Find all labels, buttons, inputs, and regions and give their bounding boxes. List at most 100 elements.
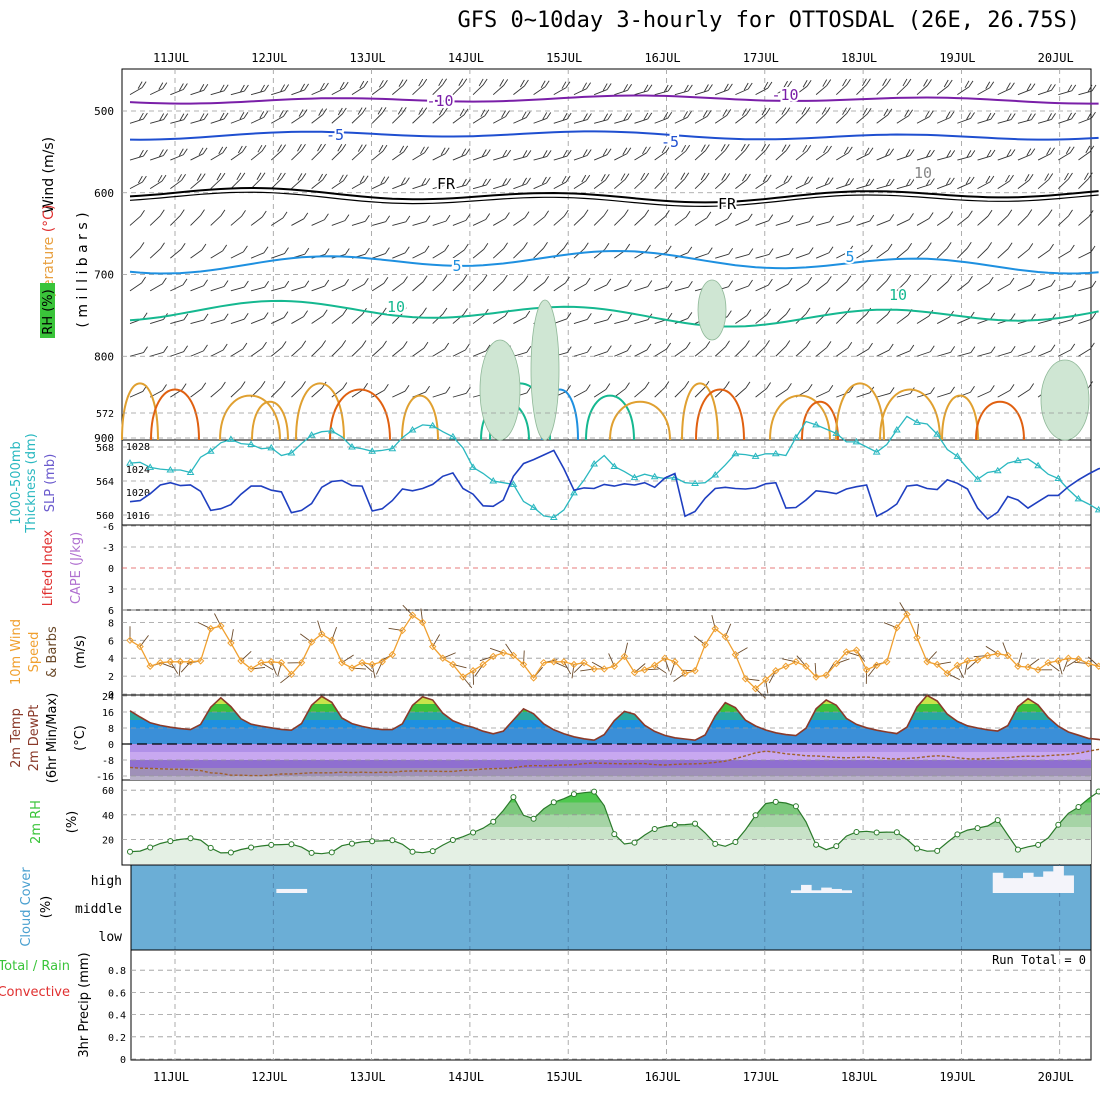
wind-barb-flag [945,111,951,119]
wind-barb [230,90,245,96]
wind-barb-flag [623,113,629,121]
wind-barb-flag [523,275,529,282]
wind-barb-flag [744,143,750,151]
wind-barb-flag [502,149,508,158]
wind-barb-flag [683,84,689,93]
wind-barb-flag [802,144,808,153]
rh-point [792,803,799,810]
wind-barb-flag [620,173,626,181]
wind-barb-flag [281,341,287,348]
wind-barb-flag [1006,113,1012,121]
wind-barb [210,319,225,324]
wind-barb-flag [687,111,692,118]
wind-barb [553,282,566,292]
thickness-point [731,449,740,457]
wind-barb-flag [767,278,773,286]
wind-barb-flag [606,345,612,352]
warm-contour [609,400,671,441]
pressure-tick: 500 [94,105,114,118]
wind-barb-flag [1071,112,1076,120]
wind-barb-flag [986,112,992,121]
wind-barb-flag [1071,84,1077,92]
label-rh: RH (%) [41,289,56,334]
wind-barb-flag [929,110,934,117]
wind-barb [634,178,646,189]
wind-barb [714,149,726,161]
wind-barb-flag [587,346,592,353]
wind-barb-flag [1009,384,1015,391]
wind-barb [836,152,849,161]
wind-barb-flag [745,381,751,389]
wind-barb-flag [300,83,305,92]
wind-barb [210,215,222,226]
date-tick-top: 17JUL [743,51,779,65]
wind-barb [916,218,930,226]
rh-point [934,847,941,854]
wind-barb-flag [882,78,887,86]
li-tick: 0 [108,564,114,575]
wind-barb-flag [766,382,772,389]
wind-barb [573,351,588,357]
wind-barb [129,352,144,357]
temp-tick: -16 [96,772,114,783]
warm-contour [150,388,200,441]
wind-barb [735,254,750,259]
wind-barb [573,119,588,124]
wind-barb-flag [279,110,284,118]
wind-barb [412,84,424,95]
wind-barb-flag [321,143,326,151]
wind-barb [513,351,527,357]
wind-barb-flag [196,173,202,181]
wind-barb [694,115,708,124]
wind-barb-flag [442,307,448,315]
rh-point [671,821,678,828]
wind10-point [620,652,629,661]
wind-barb-flag [241,210,246,217]
wind-barb-flag [684,381,690,388]
wind-barb-flag [297,173,303,181]
wind-barb-flag [969,176,975,184]
wind-barb [230,387,242,398]
wind-barb [372,221,386,226]
wind-barb-flag [183,83,188,90]
wind-barb-flag [143,149,148,157]
wind-barb-flag [727,83,733,91]
wind-barb-flag [1050,147,1055,154]
wind-barb [1037,153,1051,161]
rh-point [288,841,295,848]
wind-barb-flag [1009,174,1014,182]
wind10-point [176,658,185,666]
wind-barb [351,181,365,190]
wind-barb-flag [525,310,531,318]
wind-barb-flag [849,178,854,185]
thickness-point [1054,474,1063,481]
wind-barb [957,247,968,259]
pressure-tick: 900 [94,432,114,445]
wind-barb-flag [1051,113,1056,120]
wind-barb-flag [605,383,611,390]
wind-barb-flag [660,172,666,181]
wind-barb-flag [1028,173,1034,181]
upper-wind-barbs [129,78,1097,398]
wind-barb-flag [665,145,671,153]
wind-barb [452,349,466,357]
wind-barb-flag [724,144,730,151]
wind-barb-flag [158,82,164,90]
wind-barb [937,117,951,124]
thickness-point [448,432,457,440]
wind-barb-flag [542,150,548,158]
wind-barb [1058,286,1072,292]
label-temp-1: 2m Temp [9,708,24,768]
wind-barb-flag [501,110,506,118]
wind10-point [318,630,326,638]
wind-barb-flag [546,150,552,157]
wind-barb [1037,179,1050,190]
wind-barb [230,286,245,292]
wind10-point [661,654,669,662]
wind-barb-flag [179,113,185,121]
wind-barb-flag [283,110,288,117]
wind-barb-flag [380,176,386,184]
wind-barb-flag [562,112,568,121]
wind-barb [513,248,524,259]
